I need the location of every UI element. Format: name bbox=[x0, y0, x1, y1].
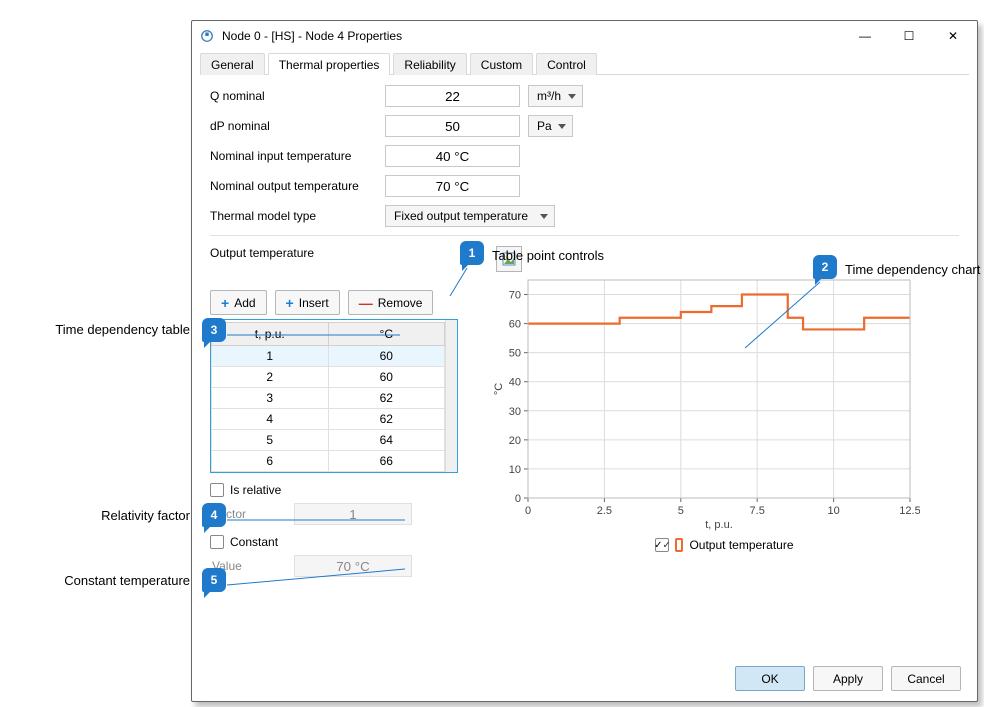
tab-control[interactable]: Control bbox=[536, 53, 597, 75]
is-relative-label: Is relative bbox=[230, 483, 281, 497]
dialog-window: Node 0 - [HS] - Node 4 Properties — ☐ ✕ … bbox=[191, 20, 978, 702]
svg-text:20: 20 bbox=[509, 435, 521, 447]
svg-text:10: 10 bbox=[509, 464, 521, 476]
dp-nominal-unit[interactable]: Pa bbox=[528, 115, 573, 137]
close-button[interactable]: ✕ bbox=[931, 21, 975, 51]
factor-input bbox=[294, 503, 412, 525]
callout-3-bubble: 3 bbox=[202, 318, 226, 342]
nom-input-temp-input[interactable] bbox=[385, 145, 520, 167]
time-chart: 0 2.5 5 7.5 10 12.5 0 10 20 30 40 50 60 70 t, p.u. °C bbox=[490, 272, 920, 532]
svg-text:°C: °C bbox=[493, 383, 505, 395]
is-relative-checkbox[interactable] bbox=[210, 483, 224, 497]
dp-nominal-label: dP nominal bbox=[210, 119, 385, 133]
table-row[interactable]: 666 bbox=[212, 451, 445, 472]
svg-text:50: 50 bbox=[509, 348, 521, 360]
q-nominal-label: Q nominal bbox=[210, 89, 385, 103]
tab-reliability[interactable]: Reliability bbox=[393, 53, 466, 75]
plus-icon: + bbox=[286, 296, 294, 310]
tab-custom[interactable]: Custom bbox=[470, 53, 533, 75]
nom-output-temp-label: Nominal output temperature bbox=[210, 179, 385, 193]
tab-thermal-properties[interactable]: Thermal properties bbox=[268, 53, 391, 75]
q-nominal-unit[interactable]: m³/h bbox=[528, 85, 583, 107]
chart-legend: ✓ Output temperature bbox=[490, 538, 959, 552]
svg-text:0: 0 bbox=[515, 493, 521, 505]
ok-button[interactable]: OK bbox=[735, 666, 805, 691]
table-row[interactable]: 362 bbox=[212, 388, 445, 409]
legend-label: Output temperature bbox=[689, 538, 793, 552]
minus-icon: — bbox=[359, 296, 373, 310]
svg-text:40: 40 bbox=[509, 377, 521, 389]
thermal-model-label: Thermal model type bbox=[210, 209, 385, 223]
plus-icon: + bbox=[221, 296, 229, 310]
apply-button[interactable]: Apply bbox=[813, 666, 883, 691]
svg-text:12.5: 12.5 bbox=[899, 505, 920, 517]
dialog-buttons: OK Apply Cancel bbox=[735, 666, 961, 691]
table-scrollbar[interactable] bbox=[445, 320, 457, 472]
time-table-wrap: t, p.u. °C 160 260 362 462 564 666 bbox=[210, 319, 458, 473]
minimize-button[interactable]: — bbox=[843, 21, 887, 51]
dp-nominal-input[interactable] bbox=[385, 115, 520, 137]
svg-text:70: 70 bbox=[509, 290, 521, 302]
output-temp-label: Output temperature bbox=[210, 246, 314, 260]
remove-button[interactable]: —Remove bbox=[348, 290, 434, 315]
callout-4-label: Relativity factor bbox=[65, 508, 190, 523]
callout-2-label: Time dependency chart bbox=[845, 262, 980, 277]
legend-swatch bbox=[675, 538, 683, 552]
svg-text:30: 30 bbox=[509, 406, 521, 418]
th-t: t, p.u. bbox=[212, 323, 329, 346]
callout-4-bubble: 4 bbox=[202, 503, 226, 527]
callout-5-bubble: 5 bbox=[202, 568, 226, 592]
nom-input-temp-label: Nominal input temperature bbox=[210, 149, 385, 163]
tabs: General Thermal properties Reliability C… bbox=[200, 51, 969, 75]
callout-3-label: Time dependency table bbox=[10, 322, 190, 337]
legend-checkbox[interactable]: ✓ bbox=[655, 538, 669, 552]
table-row[interactable]: 564 bbox=[212, 430, 445, 451]
cancel-button[interactable]: Cancel bbox=[891, 666, 961, 691]
th-c: °C bbox=[328, 323, 445, 346]
callout-1-label: Table point controls bbox=[492, 248, 604, 263]
svg-text:5: 5 bbox=[678, 505, 684, 517]
insert-button[interactable]: +Insert bbox=[275, 290, 340, 315]
maximize-button[interactable]: ☐ bbox=[887, 21, 931, 51]
svg-text:2.5: 2.5 bbox=[597, 505, 612, 517]
app-icon bbox=[200, 29, 214, 43]
table-row[interactable]: 462 bbox=[212, 409, 445, 430]
q-nominal-input[interactable] bbox=[385, 85, 520, 107]
window-title: Node 0 - [HS] - Node 4 Properties bbox=[222, 29, 843, 43]
svg-text:t, p.u.: t, p.u. bbox=[705, 519, 733, 531]
svg-text:0: 0 bbox=[525, 505, 531, 517]
time-table[interactable]: t, p.u. °C 160 260 362 462 564 666 bbox=[211, 322, 445, 472]
svg-text:60: 60 bbox=[509, 319, 521, 331]
svg-text:10: 10 bbox=[827, 505, 839, 517]
thermal-model-combo[interactable]: Fixed output temperature bbox=[385, 205, 555, 227]
callout-1-bubble: 1 bbox=[460, 241, 484, 265]
callout-5-label: Constant temperature bbox=[30, 573, 190, 588]
nom-output-temp-input[interactable] bbox=[385, 175, 520, 197]
chart-svg: 0 2.5 5 7.5 10 12.5 0 10 20 30 40 50 60 70 t, p.u. °C bbox=[490, 272, 920, 532]
titlebar: Node 0 - [HS] - Node 4 Properties — ☐ ✕ bbox=[192, 21, 977, 51]
callout-2-bubble: 2 bbox=[813, 255, 837, 279]
svg-text:7.5: 7.5 bbox=[750, 505, 765, 517]
add-button[interactable]: +Add bbox=[210, 290, 267, 315]
constant-label: Constant bbox=[230, 535, 278, 549]
table-row[interactable]: 160 bbox=[212, 346, 445, 367]
separator bbox=[210, 235, 959, 236]
table-row[interactable]: 260 bbox=[212, 367, 445, 388]
value-input bbox=[294, 555, 412, 577]
tab-general[interactable]: General bbox=[200, 53, 265, 75]
constant-checkbox[interactable] bbox=[210, 535, 224, 549]
